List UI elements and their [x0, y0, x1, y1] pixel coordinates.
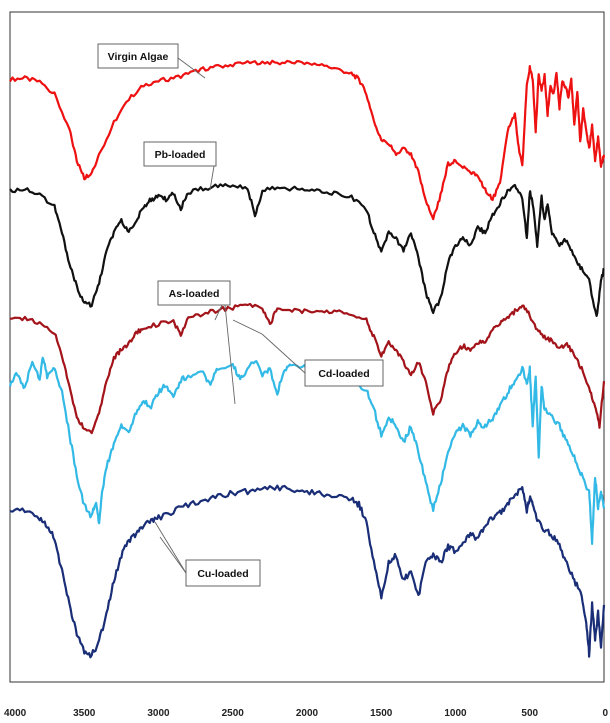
series-line-virgin-algae: [9, 59, 606, 221]
plot-frame: [9, 11, 605, 683]
callout-layer: Virgin Algae Pb-loaded As-loaded Cd-loaded C…: [97, 43, 384, 587]
callout-leader-cd-loaded: [261, 333, 306, 374]
callout-box-as-loaded: [157, 280, 231, 306]
callout-label-cu-loaded: Cu-loaded: [197, 568, 248, 580]
series-line-cu-loaded: [9, 484, 606, 659]
callout-leader-cd-loaded-1: [232, 319, 263, 335]
callout-label-cd-loaded: Cd-loaded: [318, 368, 369, 380]
series-line-pb-loaded: [9, 183, 605, 317]
x-tick-label-1500: 1500: [370, 708, 393, 719]
callout-label-as-loaded: As-loaded: [169, 288, 220, 300]
callout-leader-as-loaded: [224, 304, 236, 405]
callout-leader-cu-loaded: [159, 536, 187, 574]
callout-box-cd-loaded: [304, 359, 384, 387]
x-tick-label-2500: 2500: [222, 708, 245, 719]
callout-leader-cu-loaded-1: [154, 521, 187, 574]
callout-leader-pb-loaded: [209, 165, 215, 191]
callout-label-pb-loaded: Pb-loaded: [155, 149, 206, 161]
series-line-as-loaded: [9, 302, 606, 435]
callout-box-pb-loaded: [143, 141, 217, 167]
callout-box-virgin-algae: [97, 43, 179, 69]
callout-leader-virgin-algae: [177, 57, 206, 79]
x-tick-label-4000: 4000: [4, 708, 27, 719]
callout-leader-as-loaded-1: [214, 304, 223, 321]
x-tick-label-0: 0: [602, 708, 608, 719]
callout-label-virgin-algae: Virgin Algae: [108, 51, 169, 63]
x-tick-label-1000: 1000: [444, 708, 467, 719]
x-tick-label-500: 500: [521, 708, 538, 719]
x-axis-ticks: 4000 3500 3000 2500 2000 1500 1000 500 0: [4, 708, 608, 719]
x-tick-label-3500: 3500: [73, 708, 96, 719]
x-tick-label-3000: 3000: [147, 708, 170, 719]
x-tick-label-2000: 2000: [296, 708, 319, 719]
callout-box-cu-loaded: [185, 559, 261, 587]
